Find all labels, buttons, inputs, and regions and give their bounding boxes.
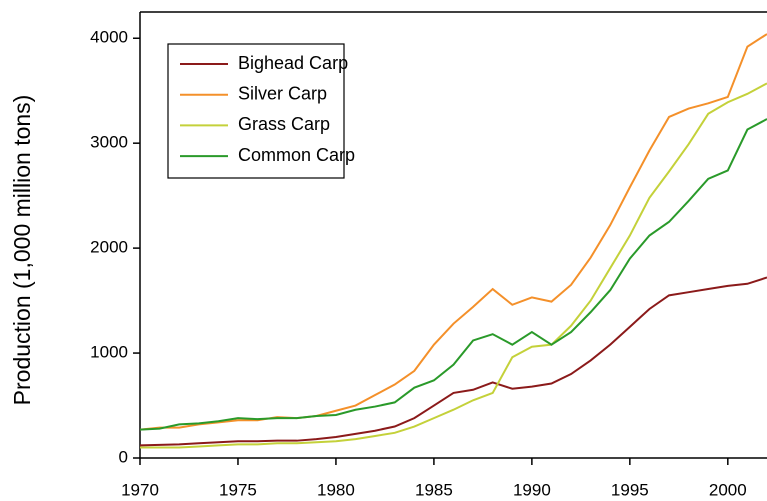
- plot-lines: [140, 33, 767, 449]
- y-tick-label: 4000: [90, 28, 128, 47]
- legend-label: Common Carp: [238, 145, 355, 165]
- legend-label: Bighead Carp: [238, 53, 348, 73]
- series-line: [140, 276, 767, 447]
- y-tick-label: 2000: [90, 238, 128, 257]
- y-tick-label: 3000: [90, 133, 128, 152]
- x-tick-label: 1990: [513, 480, 551, 499]
- x-tick-label: 1980: [317, 480, 355, 499]
- y-tick-label: 0: [119, 447, 128, 466]
- y-axis-label: Production (1,000 million tons): [9, 95, 35, 406]
- x-tick-label: 1975: [219, 480, 257, 499]
- legend-label: Silver Carp: [238, 83, 327, 103]
- y-tick-label: 1000: [90, 343, 128, 362]
- series-line: [140, 82, 767, 449]
- legend-label: Grass Carp: [238, 114, 330, 134]
- x-tick-label: 2000: [709, 480, 747, 499]
- x-tick-label: 1995: [611, 480, 649, 499]
- x-tick-label: 1970: [121, 480, 159, 499]
- series-line: [140, 33, 767, 431]
- x-tick-label: 1985: [415, 480, 453, 499]
- series-line: [140, 118, 767, 431]
